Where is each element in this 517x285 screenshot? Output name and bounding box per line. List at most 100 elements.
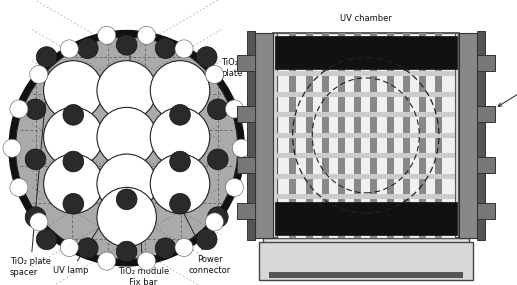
Circle shape [43, 154, 103, 213]
Bar [277, 153, 455, 158]
Bar [247, 31, 254, 240]
Bar [477, 55, 495, 70]
Bar [477, 157, 495, 173]
Circle shape [155, 38, 176, 58]
Bar [277, 33, 455, 238]
Bar [354, 33, 361, 238]
Bar [237, 106, 254, 122]
Circle shape [175, 239, 193, 256]
Text: UV Lamp support
(chamber cover): UV Lamp support (chamber cover) [332, 248, 399, 268]
Circle shape [30, 213, 48, 231]
Circle shape [116, 241, 137, 262]
Circle shape [60, 239, 79, 256]
Bar [277, 71, 455, 76]
Bar [237, 55, 254, 70]
Circle shape [138, 252, 156, 270]
Circle shape [116, 189, 137, 210]
Text: Power
connector: Power connector [182, 209, 231, 275]
Bar [322, 33, 329, 238]
Circle shape [225, 178, 244, 196]
Circle shape [225, 100, 244, 118]
Bar [477, 31, 485, 240]
Circle shape [10, 100, 28, 118]
Circle shape [25, 207, 46, 227]
Circle shape [25, 99, 46, 120]
Circle shape [150, 154, 210, 213]
Circle shape [232, 139, 250, 157]
Circle shape [43, 107, 103, 167]
Bar [272, 33, 459, 238]
Circle shape [63, 105, 84, 125]
Text: UV chamber: UV chamber [340, 14, 392, 23]
Circle shape [36, 47, 57, 67]
Circle shape [196, 47, 217, 67]
Bar [306, 33, 312, 238]
Circle shape [175, 40, 193, 58]
Circle shape [97, 188, 156, 247]
Bar [419, 33, 426, 238]
Bar [269, 272, 463, 278]
Circle shape [63, 194, 84, 214]
Circle shape [98, 252, 116, 270]
Circle shape [150, 107, 210, 167]
Circle shape [60, 40, 79, 58]
Bar [403, 33, 410, 238]
Circle shape [170, 194, 190, 214]
Bar [275, 202, 457, 235]
Text: Power
connector: Power connector [498, 70, 517, 106]
Circle shape [63, 151, 84, 172]
Bar [254, 33, 272, 238]
Circle shape [150, 61, 210, 120]
Circle shape [9, 30, 245, 266]
Bar [277, 215, 455, 220]
Circle shape [207, 149, 228, 170]
Circle shape [116, 34, 137, 55]
Circle shape [196, 229, 217, 250]
Bar [263, 238, 469, 262]
Circle shape [155, 238, 176, 258]
Circle shape [3, 139, 21, 157]
Bar [277, 174, 455, 179]
Text: TiO₂ module
Fix bar: TiO₂ module Fix bar [118, 45, 169, 285]
Bar [477, 203, 495, 219]
Circle shape [207, 99, 228, 120]
Bar [277, 133, 455, 138]
Circle shape [207, 207, 228, 227]
Bar [477, 106, 495, 122]
Circle shape [30, 66, 48, 84]
Circle shape [170, 151, 190, 172]
Bar [387, 33, 393, 238]
Circle shape [98, 26, 116, 44]
Circle shape [36, 229, 57, 250]
Bar [338, 33, 345, 238]
Bar [277, 51, 455, 56]
Circle shape [170, 105, 190, 125]
Circle shape [97, 154, 156, 213]
Bar [237, 157, 254, 173]
Bar [459, 33, 477, 238]
Text: TiO₂ plate
spacer: TiO₂ plate spacer [10, 65, 51, 277]
Circle shape [10, 178, 28, 196]
Circle shape [205, 66, 223, 84]
Circle shape [16, 37, 238, 259]
Circle shape [78, 38, 98, 58]
Bar [258, 242, 473, 280]
Circle shape [25, 149, 46, 170]
Bar [370, 33, 377, 238]
Bar [237, 203, 254, 219]
Circle shape [138, 26, 156, 44]
Bar [275, 36, 457, 69]
Text: UV lamp: UV lamp [53, 190, 124, 275]
Bar [277, 92, 455, 97]
Circle shape [97, 61, 156, 120]
Text: TiO₂
plate: TiO₂ plate [158, 58, 242, 107]
Circle shape [43, 61, 103, 120]
Bar [263, 261, 469, 264]
Bar [277, 112, 455, 117]
Bar [290, 33, 296, 238]
Circle shape [205, 213, 223, 231]
Bar [277, 194, 455, 199]
Circle shape [97, 107, 156, 167]
Circle shape [78, 238, 98, 258]
Bar [435, 33, 442, 238]
